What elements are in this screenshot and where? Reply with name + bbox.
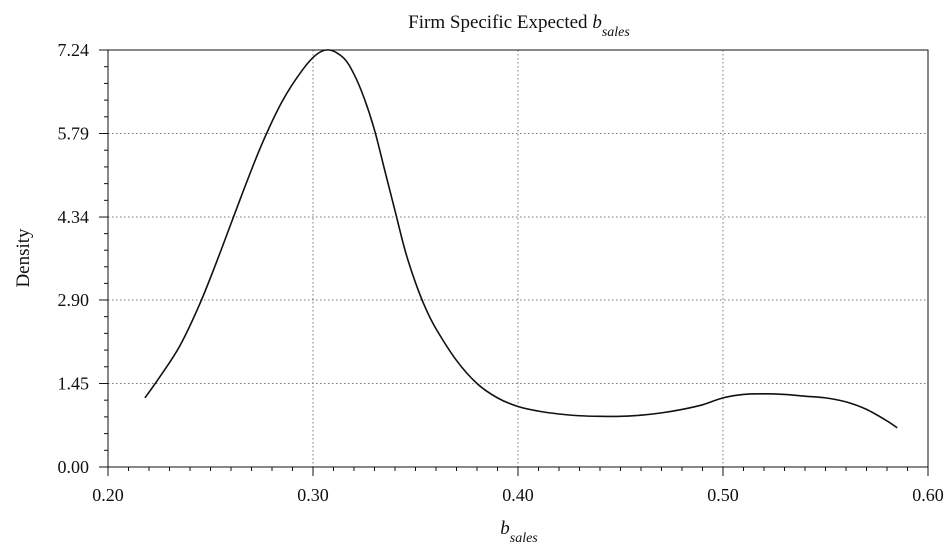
y-tick-label: 5.79 [58,124,90,144]
y-tick-label: 2.90 [58,290,90,310]
y-tick-label: 7.24 [58,40,90,60]
x-tick-label: 0.20 [92,485,124,505]
x-tick-label: 0.50 [707,485,739,505]
chart-title-main: Firm Specific Expected [408,12,592,33]
x-tick-label: 0.40 [502,485,534,505]
y-tick-label: 4.34 [58,207,90,227]
chart-title-variable: b [592,12,602,33]
y-axis-title: Density [13,228,34,288]
chart-title-subscript: sales [602,25,631,40]
plot-frame [107,49,929,468]
x-axis-title: bsales [500,518,538,545]
x-tick-label: 0.30 [297,485,329,505]
y-tick-label: 0.00 [58,457,90,477]
x-axis-title-variable: b [500,518,510,539]
x-axis-title-subscript: sales [510,531,539,546]
x-tick-label: 0.60 [912,485,944,505]
axis-ticks: 0.20 0.30 0.40 0.50 0.60 0.00 1.45 2.90 4.34 5.79… [58,40,944,505]
y-tick-label: 1.45 [58,373,90,393]
chart-title: Firm Specific Expected bsales [408,12,630,40]
gridlines [108,50,928,467]
density-curve [144,49,898,429]
